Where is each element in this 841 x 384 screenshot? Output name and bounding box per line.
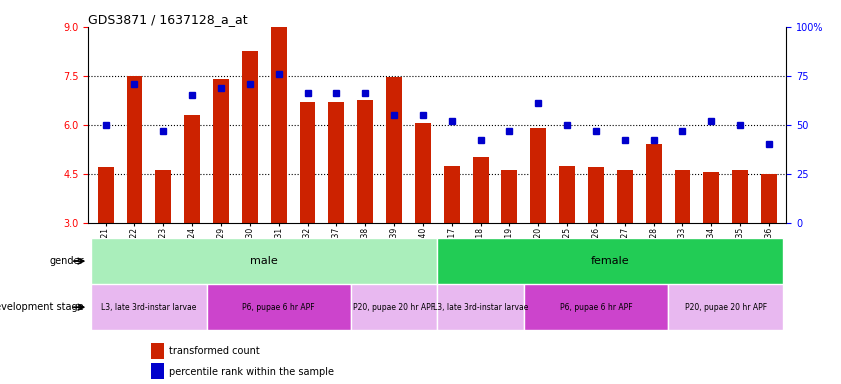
Bar [329, 102, 344, 223]
Bar [299, 102, 315, 223]
Bar [207, 284, 351, 330]
Bar [98, 167, 114, 223]
Bar [444, 166, 460, 223]
Bar [351, 284, 437, 330]
Text: development stage: development stage [0, 302, 84, 312]
Text: P20, pupae 20 hr APF: P20, pupae 20 hr APF [353, 303, 435, 312]
Bar [588, 167, 604, 223]
Bar [271, 27, 287, 223]
Text: gender: gender [50, 256, 84, 266]
Bar [703, 172, 719, 223]
Bar [151, 363, 164, 379]
Text: percentile rank within the sample: percentile rank within the sample [168, 367, 334, 377]
Bar [617, 170, 632, 223]
Text: GDS3871 / 1637128_a_at: GDS3871 / 1637128_a_at [88, 13, 248, 26]
Bar [151, 343, 164, 359]
Bar [559, 166, 575, 223]
Bar [415, 123, 431, 223]
Bar [646, 144, 662, 223]
Bar [386, 78, 402, 223]
Bar [156, 170, 172, 223]
Bar [473, 157, 489, 223]
Bar [357, 100, 373, 223]
Bar [242, 51, 257, 223]
Bar [733, 170, 748, 223]
Bar [437, 238, 784, 284]
Bar [184, 115, 200, 223]
Text: P20, pupae 20 hr APF: P20, pupae 20 hr APF [685, 303, 767, 312]
Bar [524, 284, 668, 330]
Text: male: male [251, 256, 278, 266]
Bar [668, 284, 784, 330]
Text: P6, pupae 6 hr APF: P6, pupae 6 hr APF [242, 303, 315, 312]
Bar [674, 170, 690, 223]
Bar [437, 284, 524, 330]
Bar [531, 128, 546, 223]
Bar [213, 79, 229, 223]
Bar [91, 238, 437, 284]
Bar [126, 76, 142, 223]
Text: L3, late 3rd-instar larvae: L3, late 3rd-instar larvae [101, 303, 197, 312]
Bar [501, 170, 517, 223]
Text: transformed count: transformed count [168, 346, 259, 356]
Bar [761, 174, 777, 223]
Text: female: female [591, 256, 630, 266]
Bar [91, 284, 207, 330]
Text: P6, pupae 6 hr APF: P6, pupae 6 hr APF [559, 303, 632, 312]
Text: L3, late 3rd-instar larvae: L3, late 3rd-instar larvae [433, 303, 528, 312]
